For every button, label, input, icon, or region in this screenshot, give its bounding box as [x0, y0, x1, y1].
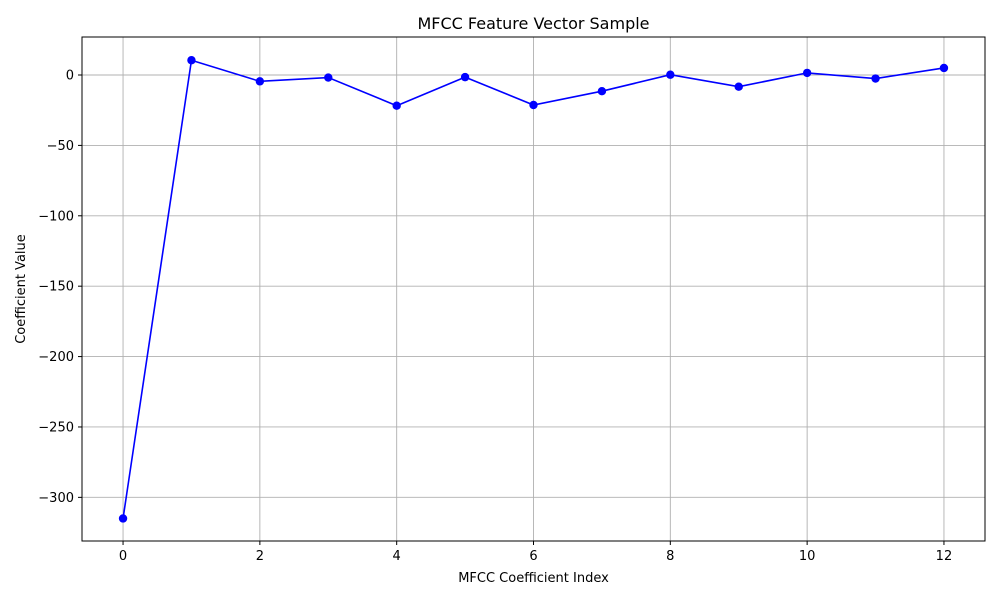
y-axis-label: Coefficient Value	[14, 234, 29, 344]
data-point	[529, 100, 538, 110]
y-tick-label: −100	[38, 209, 74, 224]
data-point	[392, 101, 401, 110]
grid-layer	[82, 37, 985, 541]
data-point	[734, 82, 743, 91]
y-tick-label: −200	[38, 350, 74, 365]
chart-title: MFCC Feature Vector Sample	[417, 14, 649, 33]
x-tick-label: 12	[936, 549, 953, 564]
x-tick-label: 6	[529, 549, 537, 564]
x-axis-ticks: 0 2 4 6 8 10 12	[119, 541, 952, 564]
data-point	[597, 87, 607, 96]
marker-layer	[118, 56, 949, 523]
data-point	[666, 70, 675, 79]
data-point	[187, 56, 196, 65]
x-tick-label: 4	[393, 549, 401, 564]
x-tick-label: 8	[666, 549, 674, 564]
y-tick-label: −300	[38, 491, 74, 506]
data-point	[939, 63, 949, 73]
data-point	[871, 74, 880, 83]
x-tick-label: 10	[799, 549, 816, 564]
x-axis-label: MFCC Coefficient Index	[458, 571, 609, 586]
y-tick-label: −250	[38, 420, 74, 435]
y-tick-label: −150	[38, 280, 74, 295]
data-point	[802, 68, 812, 78]
x-tick-label: 2	[256, 549, 264, 564]
data-point	[255, 77, 265, 86]
data-point	[324, 73, 333, 82]
x-tick-label: 0	[119, 549, 127, 564]
y-tick-label: 0	[66, 69, 74, 84]
data-point	[460, 72, 470, 82]
data-point	[118, 514, 128, 523]
y-tick-label: −50	[47, 139, 74, 154]
y-axis-ticks: 0 −50 −100 −150 −200 −250 −300	[38, 69, 82, 506]
